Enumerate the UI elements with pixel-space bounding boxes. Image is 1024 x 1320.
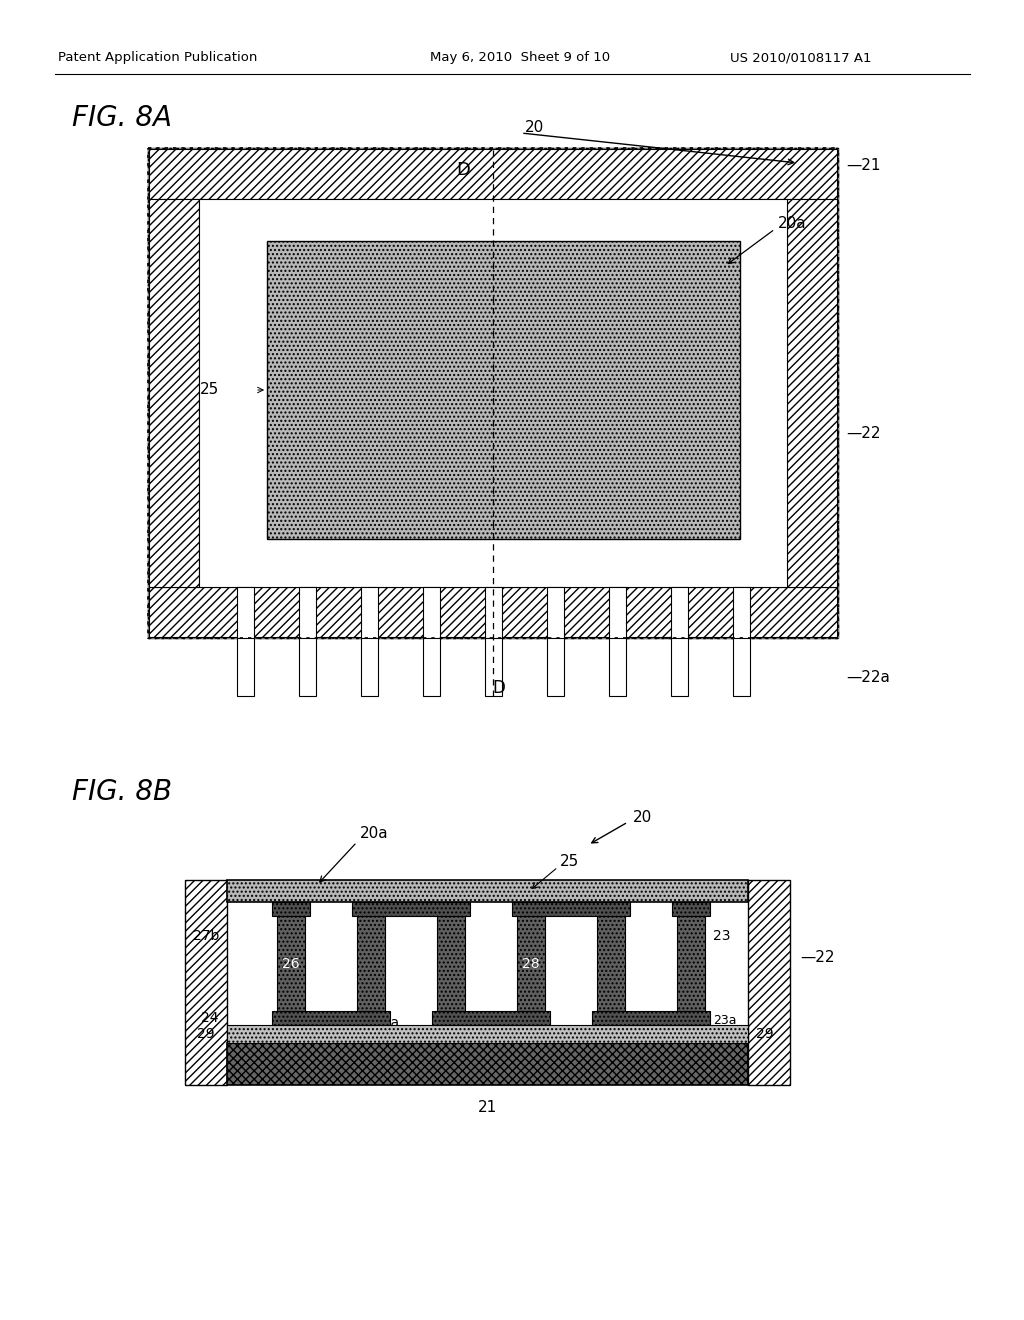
Text: 23a: 23a [713, 1014, 736, 1027]
Bar [360, 638, 378, 696]
Text: US 2010/0108117 A1: US 2010/0108117 A1 [730, 51, 871, 65]
Bar [787, 199, 837, 587]
Bar [732, 638, 750, 696]
Bar [672, 902, 710, 916]
Text: Patent Application Publication: Patent Application Publication [58, 51, 257, 65]
Text: 29: 29 [198, 1027, 215, 1041]
Bar [150, 199, 199, 587]
Text: —22: —22 [800, 950, 835, 965]
Text: 29: 29 [756, 1027, 773, 1041]
Bar [423, 638, 439, 696]
Bar [185, 880, 227, 1085]
Text: —22a: —22a [846, 671, 890, 685]
Text: 21: 21 [478, 1100, 497, 1114]
Bar [150, 587, 837, 638]
Bar [547, 638, 563, 696]
Bar [148, 148, 838, 638]
Bar [272, 902, 310, 916]
Text: D: D [493, 678, 506, 697]
Bar [227, 880, 748, 902]
Bar [357, 916, 385, 1011]
Bar [352, 902, 470, 916]
Text: —21: —21 [846, 158, 881, 173]
Bar [227, 1026, 748, 1043]
Bar [512, 902, 630, 916]
Bar [484, 587, 502, 639]
Bar [237, 587, 254, 639]
Bar [272, 1011, 390, 1026]
Bar [748, 880, 790, 1085]
Bar [299, 587, 315, 639]
Bar [148, 148, 838, 638]
Text: FIG. 8B: FIG. 8B [72, 777, 172, 807]
Bar [199, 199, 787, 587]
Text: 26: 26 [283, 957, 300, 970]
Bar [597, 916, 625, 1011]
Bar [432, 1011, 550, 1026]
Bar [547, 587, 563, 639]
Text: 25: 25 [200, 383, 219, 397]
Bar [592, 1011, 710, 1026]
Bar [423, 587, 439, 639]
Bar [484, 638, 502, 696]
Text: FIG. 8A: FIG. 8A [72, 104, 172, 132]
Text: 20: 20 [633, 810, 652, 825]
Bar [299, 638, 315, 696]
Bar [608, 587, 626, 639]
Text: 24: 24 [202, 1011, 219, 1026]
Text: May 6, 2010  Sheet 9 of 10: May 6, 2010 Sheet 9 of 10 [430, 51, 610, 65]
Text: 28: 28 [522, 957, 540, 970]
Bar [677, 916, 705, 1011]
Bar [150, 149, 837, 199]
Bar [517, 916, 545, 1011]
Text: 23: 23 [713, 929, 730, 942]
Text: 27b: 27b [193, 929, 219, 942]
Bar [267, 242, 740, 539]
Text: 20a: 20a [778, 215, 807, 231]
Bar [148, 148, 838, 638]
Bar [608, 638, 626, 696]
Text: —22: —22 [846, 425, 881, 441]
Bar [437, 916, 465, 1011]
Text: 20a: 20a [360, 826, 389, 842]
Bar [671, 587, 687, 639]
Text: 25: 25 [560, 854, 580, 870]
Text: D: D [456, 161, 470, 180]
Text: 27a: 27a [373, 1016, 399, 1030]
Bar [227, 1043, 748, 1085]
Bar [360, 587, 378, 639]
Bar [732, 587, 750, 639]
Bar [671, 638, 687, 696]
Text: 20: 20 [525, 120, 544, 136]
Bar [237, 638, 254, 696]
Bar [278, 916, 305, 1011]
